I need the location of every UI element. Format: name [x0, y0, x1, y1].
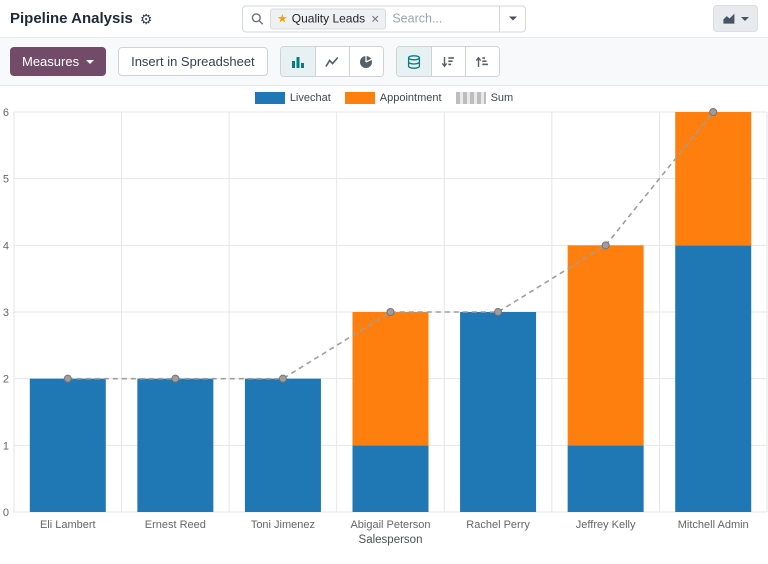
line-chart-button[interactable]: [315, 47, 349, 76]
bar-livechat-2[interactable]: [245, 379, 321, 512]
bar-livechat-4[interactable]: [460, 312, 536, 512]
y-tick-label: 1: [3, 440, 9, 452]
sum-point-3[interactable]: [387, 309, 394, 316]
bar-livechat-6[interactable]: [675, 245, 751, 512]
gear-icon[interactable]: ⚙: [140, 12, 153, 26]
search-bar[interactable]: ★ Quality Leads ×: [242, 5, 526, 32]
legend-label-appointment: Appointment: [380, 92, 442, 104]
x-tick-label: Ernest Reed: [145, 519, 206, 531]
star-icon: ★: [277, 13, 288, 25]
bar-appointment-6[interactable]: [675, 112, 751, 245]
stacked-toggle-button[interactable]: [397, 47, 431, 76]
x-tick-label: Eli Lambert: [40, 519, 96, 531]
facet-label: Quality Leads: [292, 12, 365, 26]
sum-point-5[interactable]: [602, 242, 609, 249]
chart-legend: Livechat Appointment Sum: [0, 92, 768, 104]
insert-in-spreadsheet-button[interactable]: Insert in Spreadsheet: [118, 47, 268, 76]
y-tick-label: 3: [3, 307, 9, 319]
breadcrumb: Pipeline Analysis ⚙: [10, 10, 152, 27]
chevron-down-icon: [509, 17, 517, 21]
legend-swatch-livechat: [255, 92, 285, 104]
view-switcher: [713, 5, 758, 32]
legend-label-livechat: Livechat: [290, 92, 331, 104]
x-tick-label: Jeffrey Kelly: [576, 519, 636, 531]
legend-item-sum[interactable]: Sum: [456, 92, 514, 104]
line-chart-icon: [325, 55, 339, 69]
legend-item-livechat[interactable]: Livechat: [255, 92, 331, 104]
x-tick-label: Mitchell Admin: [678, 519, 749, 531]
sum-point-0[interactable]: [64, 375, 71, 382]
bar-livechat-1[interactable]: [137, 379, 213, 512]
sum-point-2[interactable]: [279, 375, 286, 382]
x-tick-label: Rachel Perry: [466, 519, 530, 531]
sum-point-6[interactable]: [710, 109, 717, 116]
chevron-down-icon: [741, 17, 749, 21]
legend-item-appointment[interactable]: Appointment: [345, 92, 442, 104]
bar-livechat-5[interactable]: [568, 445, 644, 512]
measures-button[interactable]: Measures: [10, 47, 106, 76]
graph-toolbar: Measures Insert in Spreadsheet: [0, 38, 768, 86]
view-switcher-button[interactable]: [713, 5, 758, 32]
x-tick-label: Abigail Peterson: [350, 519, 430, 531]
search-icon: [243, 12, 268, 25]
bar-appointment-5[interactable]: [568, 245, 644, 445]
bar-chart-button[interactable]: [281, 47, 315, 76]
page-title: Pipeline Analysis: [10, 10, 133, 27]
top-bar: Pipeline Analysis ⚙ ★ Quality Leads ×: [0, 0, 768, 38]
bar-chart-icon: [291, 55, 305, 69]
sort-descending-button[interactable]: [431, 47, 465, 76]
legend-label-sum: Sum: [491, 92, 514, 104]
pie-chart-icon: [359, 55, 373, 69]
y-tick-label: 4: [3, 240, 9, 252]
y-tick-label: 5: [3, 174, 9, 186]
pipeline-analysis-page: Pipeline Analysis ⚙ ★ Quality Leads ×: [0, 0, 768, 564]
bar-livechat-0[interactable]: [30, 379, 106, 512]
bar-appointment-3[interactable]: [353, 312, 429, 445]
x-axis-title: Salesperson: [359, 534, 423, 546]
chart-type-group: [280, 46, 384, 77]
sort-ascending-button[interactable]: [465, 47, 499, 76]
stacked-icon: [407, 55, 421, 69]
search-input[interactable]: [386, 12, 499, 26]
x-tick-label: Toni Jimenez: [251, 519, 315, 531]
sum-point-4[interactable]: [495, 309, 502, 316]
measures-label: Measures: [22, 54, 79, 69]
search-facet[interactable]: ★ Quality Leads ×: [270, 8, 386, 29]
y-tick-label: 2: [3, 374, 9, 386]
chart-region: Livechat Appointment Sum 0 1 2 3 4 5 6 Eli Lamber…: [0, 86, 768, 564]
sort-ascending-icon: [475, 55, 489, 69]
search-dropdown-toggle[interactable]: [499, 6, 525, 31]
facet-close-icon[interactable]: ×: [371, 12, 379, 26]
chevron-down-icon: [86, 60, 94, 64]
pie-chart-button[interactable]: [349, 47, 383, 76]
stack-sort-group: [396, 46, 500, 77]
legend-swatch-sum: [456, 92, 486, 104]
pipeline-chart: 0 1 2 3 4 5 6 Eli Lambert Ernest Reed Toni Jimene…: [0, 86, 768, 564]
y-tick-label: 6: [3, 107, 9, 119]
legend-swatch-appointment: [345, 92, 375, 104]
sum-point-1[interactable]: [172, 375, 179, 382]
area-chart-icon: [722, 12, 736, 25]
sort-descending-icon: [441, 55, 455, 69]
y-tick-label: 0: [3, 507, 9, 519]
bar-livechat-3[interactable]: [353, 445, 429, 512]
